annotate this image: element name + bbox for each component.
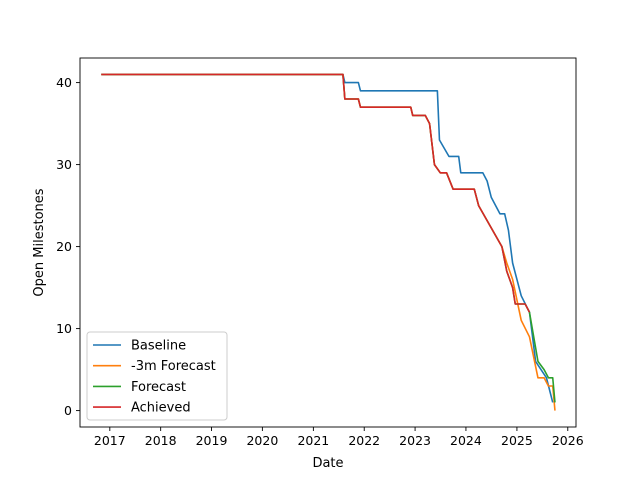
legend-label: Achieved [131, 401, 191, 416]
x-tick-label: 2020 [246, 433, 278, 448]
y-tick-label: 0 [64, 403, 72, 418]
x-tick-label: 2021 [297, 433, 329, 448]
y-tick-label: 20 [56, 239, 72, 254]
y-tick-label: 10 [56, 321, 72, 336]
plot-lines [101, 73, 556, 411]
x-axis-label: Date [312, 456, 343, 471]
axes-frame [79, 57, 577, 428]
x-tick-label: 2025 [501, 433, 533, 448]
y-tick-label: 40 [56, 75, 72, 90]
legend-label: Baseline [131, 339, 186, 354]
legend: Baseline -3m Forecast Forecast Achieved [86, 331, 228, 421]
x-tick-label: 2022 [348, 433, 380, 448]
legend-label: -3m Forecast [131, 359, 216, 374]
x-tick-label: 2024 [450, 433, 482, 448]
legend-label: Forecast [131, 380, 186, 395]
y-axis-label: Open Milestones [32, 188, 47, 296]
x-axis: 2017 2018 2019 2020 2021 2022 2023 2024 2025 2026 [94, 427, 584, 448]
legend-frame [86, 331, 228, 421]
x-tick-label: 2023 [399, 433, 431, 448]
y-axis: 0 10 20 30 40 [56, 75, 80, 418]
x-tick-label: 2019 [196, 433, 228, 448]
x-tick-label: 2018 [145, 433, 177, 448]
series-line-3 [101, 73, 531, 313]
x-tick-label: 2026 [552, 433, 584, 448]
x-tick-label: 2017 [94, 433, 126, 448]
y-tick-label: 30 [56, 157, 72, 172]
